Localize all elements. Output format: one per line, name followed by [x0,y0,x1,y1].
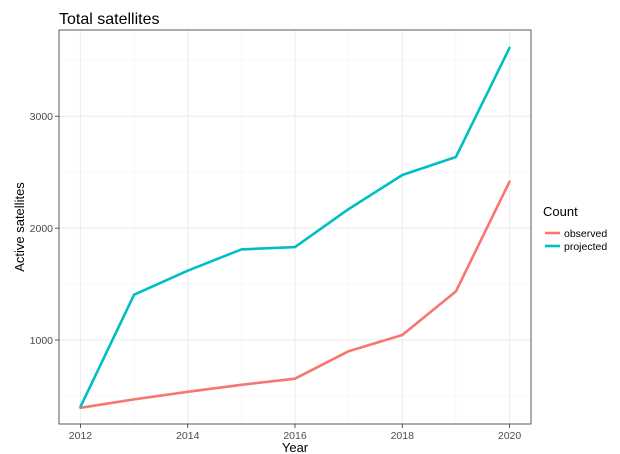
grid [59,30,531,424]
x-axis: 2012 2014 2016 2018 2020 [69,424,522,442]
y-tick-label: 1000 [30,335,54,347]
legend-label-observed: observed [564,228,607,240]
series-line-observed [79,180,511,410]
x-axis-title: Year [282,440,309,454]
y-tick-label: 3000 [30,111,54,123]
y-axis: 1000 2000 3000 [30,111,59,347]
legend-label-projected: projected [564,241,607,253]
x-tick-label: 2012 [69,430,93,442]
chart-title: Total satellites [59,11,160,28]
x-tick-label: 2014 [176,430,200,442]
y-tick-label: 2000 [30,223,54,235]
legend-title: Count [543,204,578,219]
series-line-projected [79,46,511,409]
x-tick-label: 2018 [391,430,415,442]
x-tick-label: 2020 [498,430,522,442]
x-tick-label: 2016 [283,430,307,442]
series-layer [79,46,511,410]
y-axis-title: Active satellites [12,182,27,272]
